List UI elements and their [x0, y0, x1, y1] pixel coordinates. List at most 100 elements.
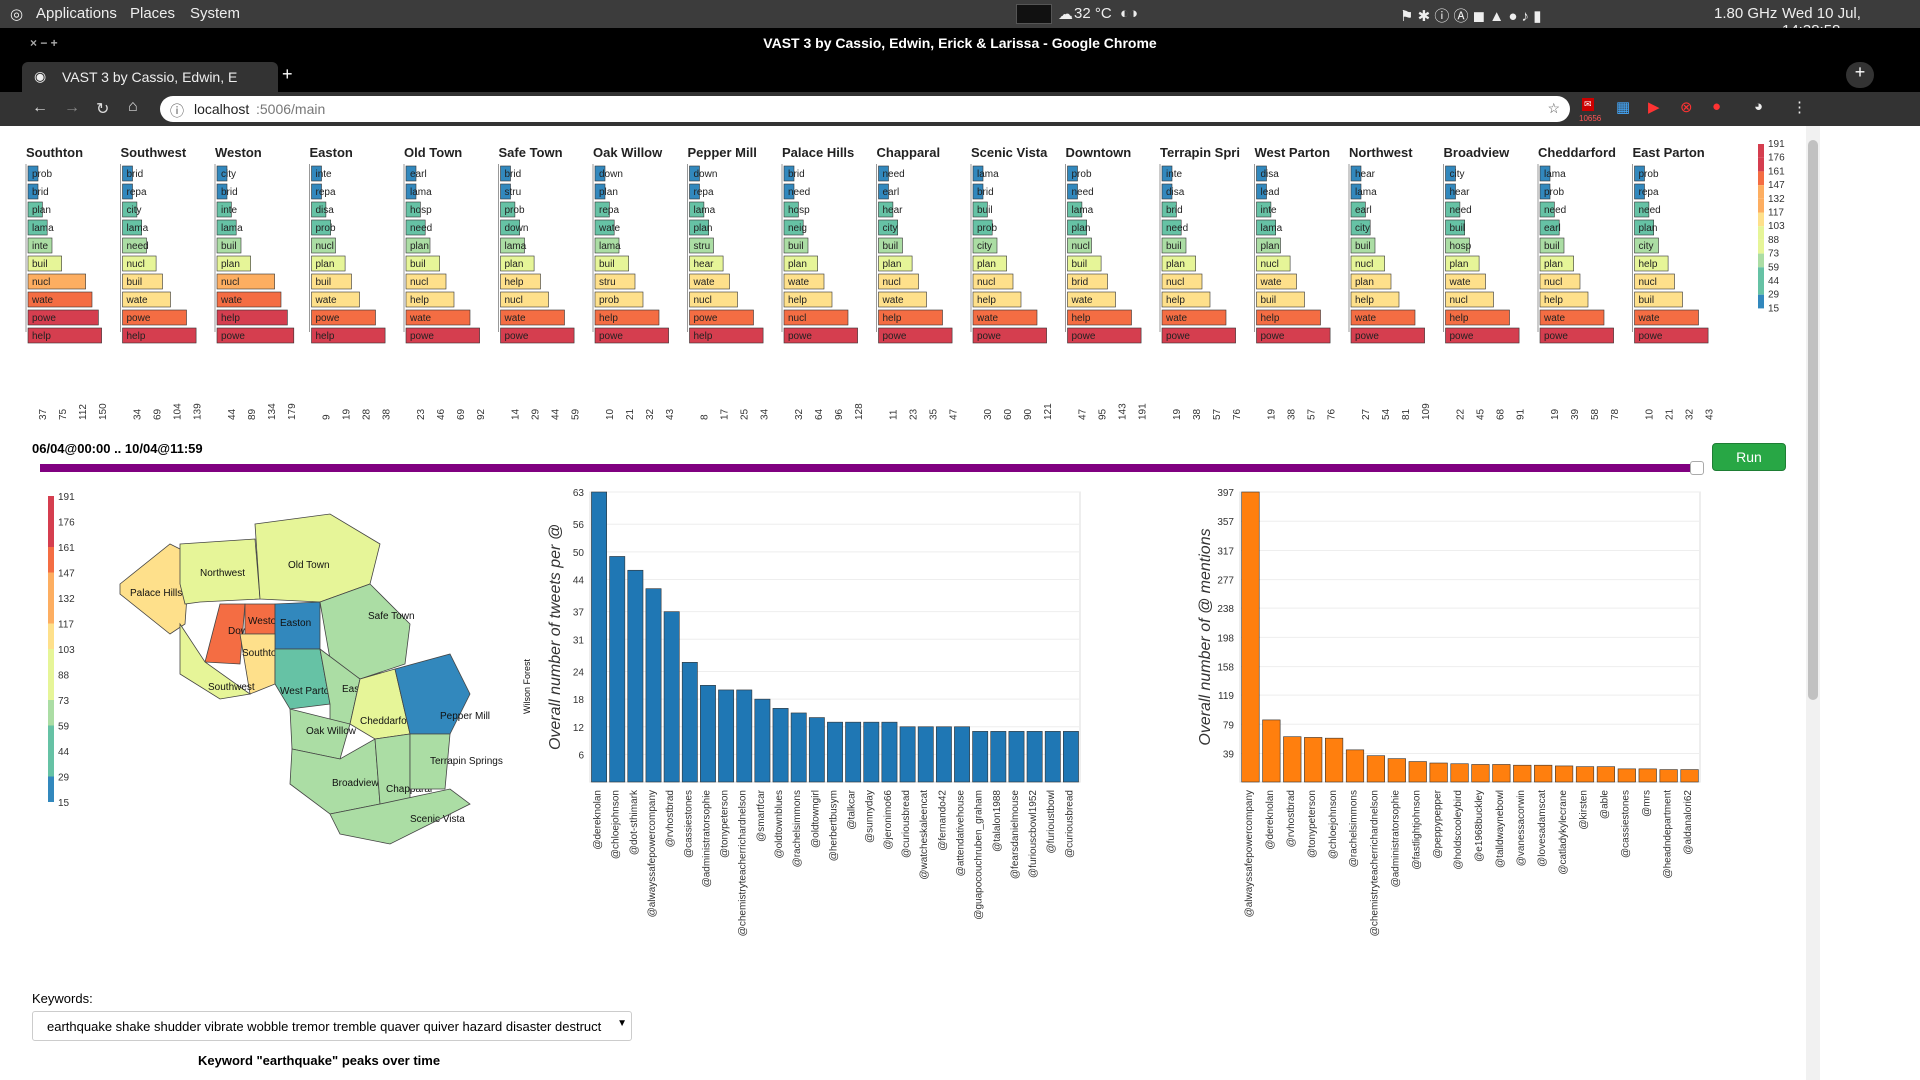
- y-tick-label: 50: [573, 548, 585, 559]
- home-icon[interactable]: ⌂: [128, 98, 138, 115]
- window-controls[interactable]: × − +: [30, 36, 58, 50]
- bar: [972, 731, 989, 783]
- keyword-bar: [783, 237, 809, 254]
- keyword-label: powe: [1166, 331, 1190, 342]
- bar: [1008, 731, 1025, 783]
- keyword-bar: [1634, 309, 1699, 326]
- y-tick-label: 56: [573, 520, 585, 531]
- keyword-bar: [1350, 201, 1366, 218]
- gmail-icon[interactable]: ✉: [1582, 98, 1594, 111]
- keyword-bar: [1634, 255, 1669, 272]
- y-tick-label: 357: [1217, 517, 1234, 528]
- extension4-icon[interactable]: ●: [1712, 98, 1722, 115]
- tick-label: 46: [436, 408, 447, 420]
- keyword-label: prob: [977, 223, 997, 234]
- keyword-bar: [878, 327, 953, 344]
- chevron-down-icon: ▼: [617, 1018, 627, 1029]
- keyword-label: buil: [883, 241, 899, 252]
- bar: [954, 726, 970, 783]
- legend-tick: 117: [1768, 208, 1784, 219]
- cpu-freq: 1.80 GHz: [1714, 5, 1778, 22]
- legend-swatch: [1758, 281, 1764, 295]
- tick-label: 64: [814, 408, 825, 420]
- menu-applications[interactable]: Applications: [36, 5, 117, 22]
- weather-text: 32 °C: [1074, 5, 1112, 22]
- star-icon[interactable]: ☆: [1547, 100, 1560, 116]
- keyword-label: nucl: [221, 277, 239, 288]
- extension2-icon[interactable]: ▶: [1648, 99, 1660, 116]
- keyword-label: prob: [1072, 169, 1092, 180]
- reload-icon[interactable]: ↻: [96, 101, 110, 118]
- keyword-label: nucl: [410, 277, 428, 288]
- map-legend-tick: 176: [58, 518, 75, 529]
- keyword-bar: [1350, 165, 1362, 182]
- bar: [591, 491, 607, 783]
- bar: [645, 588, 662, 783]
- keyword-bar: [405, 201, 421, 218]
- keyword-bar: [878, 291, 927, 308]
- y-tick-label: 119: [1218, 691, 1234, 702]
- extension-icon[interactable]: ▦: [1616, 99, 1631, 116]
- keyword-bar: [122, 309, 187, 326]
- tick-label: 76: [1327, 408, 1338, 420]
- scroll-thumb[interactable]: [1808, 140, 1818, 700]
- info-icon[interactable]: ⓘ: [170, 103, 184, 119]
- keyword-label: brid: [505, 169, 522, 180]
- legend-tick: 73: [1768, 249, 1780, 260]
- tray-icons[interactable]: ⚑ ✱ ⓘ Ⓐ ◼ ▲ ● ♪ ▮: [1400, 8, 1542, 25]
- extension3-icon[interactable]: ⊗: [1680, 99, 1693, 116]
- keyword-label: wate: [126, 295, 149, 306]
- keyword-bar: [500, 309, 565, 326]
- keyword-bar: [311, 255, 346, 272]
- keyword-label: nucl: [1166, 277, 1184, 288]
- x-tick-label: @alwayssafepowercompany: [1244, 790, 1255, 917]
- y-tick-label: 397: [1217, 488, 1234, 499]
- y-tick-label: 12: [573, 723, 585, 734]
- profile-icon[interactable]: ◕: [1754, 98, 1764, 115]
- bar: [1450, 763, 1469, 783]
- x-tick-label: @guapocouchruben_graham: [974, 790, 985, 920]
- x-tick-label: @talldwaynebowl: [1495, 790, 1506, 868]
- keyword-bar: [216, 165, 228, 182]
- keyword-label: lead: [1261, 187, 1280, 198]
- bar: [881, 721, 898, 783]
- menu-icon[interactable]: ⋮: [1792, 99, 1807, 116]
- keywords-select[interactable]: earthquake shake shudder vibrate wobble …: [32, 1011, 632, 1041]
- slider-handle[interactable]: [1690, 461, 1704, 475]
- time-range-slider[interactable]: [40, 464, 1700, 472]
- keyword-label: lama: [1544, 169, 1566, 180]
- map-legend-tick: 88: [58, 671, 70, 682]
- distro-icon[interactable]: ◎: [10, 6, 24, 23]
- keyword-label: buil: [316, 277, 332, 288]
- tab-active[interactable]: ◉ VAST 3 by Cassio, Edwin, E: [22, 62, 278, 92]
- bar: [1325, 737, 1344, 783]
- keyword-bar: [27, 201, 43, 218]
- keyword-bar: [1350, 327, 1425, 344]
- new-tab-button[interactable]: +: [282, 64, 293, 84]
- keyword-label: help: [977, 295, 996, 306]
- address-bar[interactable]: ⓘ localhost :5006/main ☆: [160, 96, 1570, 122]
- keyword-bar: [594, 273, 636, 290]
- keyword-label: nucl: [1261, 259, 1279, 270]
- run-button[interactable]: Run: [1712, 443, 1786, 471]
- new-tab-button-right[interactable]: +: [1846, 62, 1874, 88]
- back-icon[interactable]: ←: [32, 99, 48, 116]
- legend-swatch: [1758, 144, 1764, 158]
- map-region-label: Weston: [248, 616, 282, 627]
- bar: [663, 611, 680, 783]
- keyword-label: nucl: [1450, 295, 1468, 306]
- keyword-bar: [122, 201, 138, 218]
- x-tick-label: @tonypeterson: [1307, 790, 1318, 858]
- window-titlebar: × − + VAST 3 by Cassio, Edwin, Erick & L…: [0, 28, 1920, 58]
- keyword-label: powe: [1639, 331, 1663, 342]
- keyword-bar: [1539, 219, 1560, 236]
- menu-places[interactable]: Places: [130, 5, 176, 22]
- tick-label: 81: [1401, 408, 1412, 420]
- menu-system[interactable]: System: [190, 5, 241, 22]
- keyword-bar: [972, 327, 1047, 344]
- map-legend-tick: 73: [58, 696, 70, 707]
- forward-icon[interactable]: →: [64, 99, 80, 116]
- keyword-label: plan: [788, 259, 807, 270]
- keyword-bar: [122, 291, 171, 308]
- keyword-bar: [405, 237, 431, 254]
